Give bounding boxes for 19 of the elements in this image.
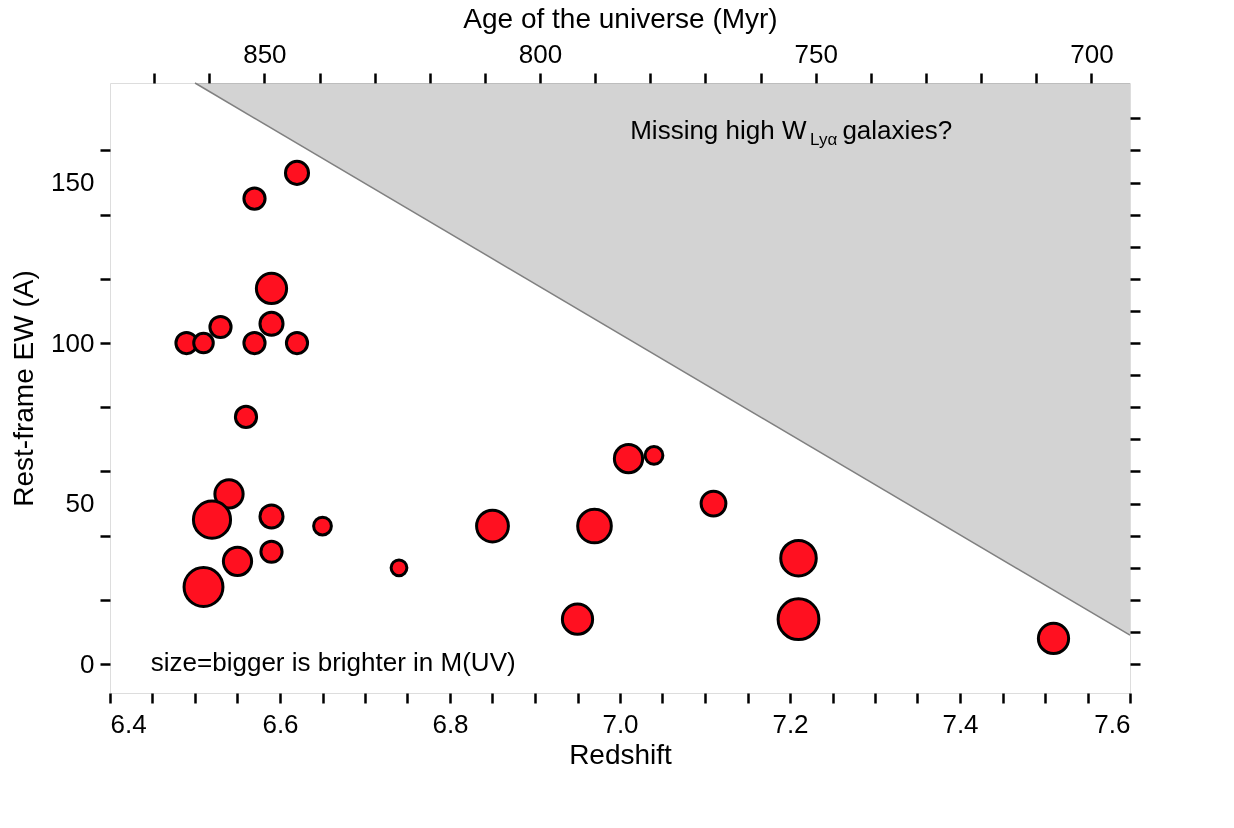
y-tick-label: 50 (65, 488, 95, 519)
x-tick-label: 6.4 (110, 708, 147, 739)
x-tick-label: 7.4 (942, 708, 979, 739)
y-tick-label: 150 (51, 167, 95, 198)
x-axis-title: Redshift (569, 738, 673, 770)
annotation: size=bigger is brighter in M(UV) (150, 647, 516, 677)
x2-tick-label: 750 (794, 38, 838, 69)
x-tick-label: 7.6 (1094, 708, 1131, 739)
x2-tick-label: 800 (518, 38, 563, 69)
x2-axis-title: Age of the universe (Myr) (463, 2, 778, 34)
x2-tick-label: 700 (1070, 38, 1114, 69)
x-tick-label: 6.8 (432, 708, 469, 739)
x-tick-label: 7.0 (602, 708, 639, 739)
x-tick-label: 7.2 (772, 708, 809, 739)
y-axis-title: Rest-frame EW (A) (8, 270, 40, 507)
y-tick-label: 100 (51, 327, 95, 358)
y-tick-label: 0 (80, 648, 95, 679)
x-tick-label: 6.6 (262, 708, 299, 739)
x2-tick-label: 850 (243, 38, 287, 69)
